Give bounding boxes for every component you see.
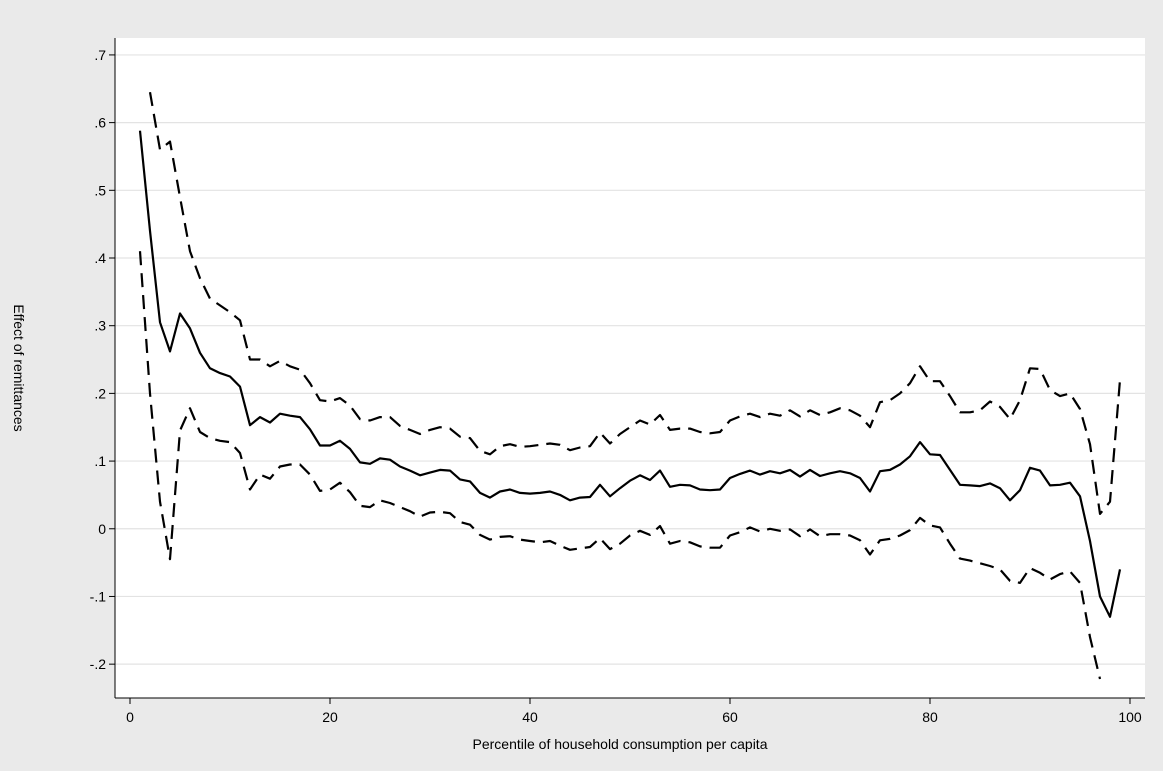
- y-tick-label: -.1: [90, 588, 107, 604]
- axes: -.2 -.1 0 .1 .2 .3 .4 .5 .6 .7 0 20 40 60 80 100: [90, 38, 1145, 725]
- x-tick-label: 0: [126, 709, 134, 725]
- x-tick-label: 60: [722, 709, 738, 725]
- y-tick-label: .1: [94, 453, 106, 469]
- series-line-estimate: [138, 130, 1122, 618]
- y-tick-label: 0: [98, 521, 106, 537]
- series-line-confidence-bound-1: [138, 251, 1102, 680]
- y-tick-label: -.2: [90, 656, 107, 672]
- x-tick-label: 40: [522, 709, 538, 725]
- y-tick-label: .2: [94, 385, 106, 401]
- y-tick-label: .6: [94, 115, 106, 131]
- x-axis-label: Percentile of household consumption per …: [473, 736, 768, 752]
- y-tick-label: .4: [94, 250, 106, 266]
- x-tick-label: 80: [922, 709, 938, 725]
- series-lines: [138, 92, 1122, 680]
- gridlines: [115, 54, 1145, 665]
- series-line-confidence-bound-2: [148, 92, 1122, 515]
- y-axis-label: Effect of remittances: [11, 304, 27, 431]
- plot-area: [115, 38, 1145, 698]
- y-tick-label: .3: [94, 318, 106, 334]
- y-tick-label: .7: [94, 47, 106, 63]
- x-tick-label: 100: [1118, 709, 1142, 725]
- x-tick-label: 20: [322, 709, 338, 725]
- y-tick-label: .5: [94, 182, 106, 198]
